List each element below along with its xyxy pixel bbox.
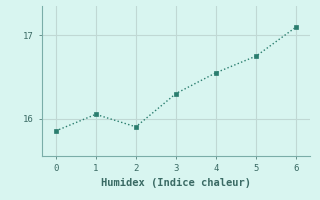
X-axis label: Humidex (Indice chaleur): Humidex (Indice chaleur) bbox=[101, 178, 251, 188]
